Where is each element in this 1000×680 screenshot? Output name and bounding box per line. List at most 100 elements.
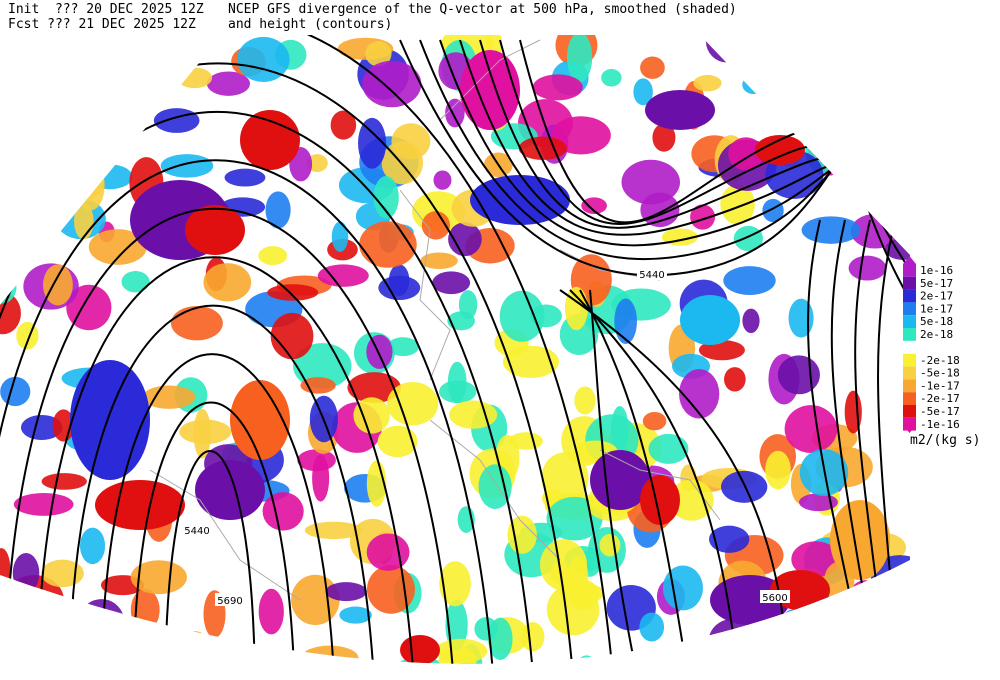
shade-blob [224,168,266,187]
shade-blob [0,95,11,131]
shade-blob [546,583,600,636]
shade-blob [387,381,439,426]
shade-blob [435,638,488,664]
shade-blob [633,78,653,106]
shade-blob [669,479,714,521]
shade-blob [566,35,593,83]
shade-blob [863,594,903,632]
shade-blob [838,35,866,68]
shade-blob [705,35,750,63]
contour [0,35,616,664]
shade-blob [564,286,588,331]
shade-blob [721,470,768,503]
shade-blob [750,53,775,71]
shade-blob [420,252,458,270]
colorbar-arrow [903,425,916,433]
shade-blob [0,610,32,628]
contour-label: 5690 [217,596,242,607]
shade-blob [448,222,482,257]
shade-blob [388,264,410,296]
shade-blob [193,408,211,459]
shade-blob [755,135,805,165]
shade-blob [788,298,814,338]
shade-blob [640,56,665,79]
shade-blob [22,598,68,645]
contour-label: 5440 [184,526,209,537]
shade-blob [507,515,537,554]
shade-blob [900,35,910,83]
shade-blob [237,36,290,82]
contour [164,450,256,664]
shade-blob [43,264,73,306]
shade-blob [831,108,848,133]
shade-blob [87,164,133,190]
coastline [149,469,301,601]
colorbar-label: 2e-18 [920,328,953,341]
shade-blob [13,492,74,516]
title: NCEP GFS divergence of the Q-vector at 5… [228,2,737,17]
shade-blob [203,263,252,302]
shade-blob [724,367,746,392]
shade-blob [170,305,223,341]
shade-blob [142,385,196,409]
shade-blob [816,46,851,92]
shade-blob [54,78,97,119]
shade-blob [339,606,372,624]
subtitle: and height (contours) [228,17,392,32]
shade-blob [529,304,562,328]
coastline [599,449,721,521]
shade-blob [70,360,150,480]
shade-blob [742,75,766,95]
colorbar-arrow [903,256,916,264]
shade-blob [817,607,867,637]
shade-blob [742,308,760,334]
shade-blob [509,432,543,450]
shade-blob [258,588,284,635]
shade-blob [662,565,704,611]
shade-blob [764,35,810,70]
shade-blob [447,311,475,331]
shade-blob [727,35,762,47]
shade-blob [400,635,440,664]
forecast-time: Fcst ??? 21 DEC 2025 12Z [8,17,196,32]
contour [0,110,536,664]
shade-blob [60,157,104,203]
shade-blob [690,204,716,230]
shade-blob [301,645,359,664]
shade-blob [742,35,791,73]
contour-labels: 5440 5440 5690 5600 [182,267,790,607]
contour [132,401,296,664]
shade-blob [439,561,471,607]
shade-blob [601,68,622,87]
contour [36,256,416,664]
shade-blob [0,603,13,646]
shade-blob [765,450,791,490]
shade-blob [645,90,715,130]
colorbar-label: -2e-17 [920,392,960,405]
shade-blob [16,321,39,350]
shade-blob [0,160,49,199]
shade-blob [798,493,838,512]
shade-blob [864,578,890,599]
shade-blob [567,555,589,602]
colorbar-label: 5e-18 [920,315,953,328]
shade-blob [85,45,128,69]
shade-blob [599,533,621,557]
shade-blob [366,334,393,369]
colorbar-swatch [903,366,916,380]
coastline [399,189,451,381]
shade-blob [863,633,883,659]
contour-label-bg [760,590,790,603]
shade-blob [185,205,245,255]
shade-blob [330,110,357,140]
shade-blob [648,433,689,464]
shade-blob [574,386,596,415]
shade-blob [66,284,112,331]
shade-blob [78,64,121,115]
colorbar-swatch [903,315,916,328]
shade-blob [867,579,896,614]
shade-blob [860,628,907,664]
shade-blob [265,191,291,229]
shade-blob [365,41,392,67]
